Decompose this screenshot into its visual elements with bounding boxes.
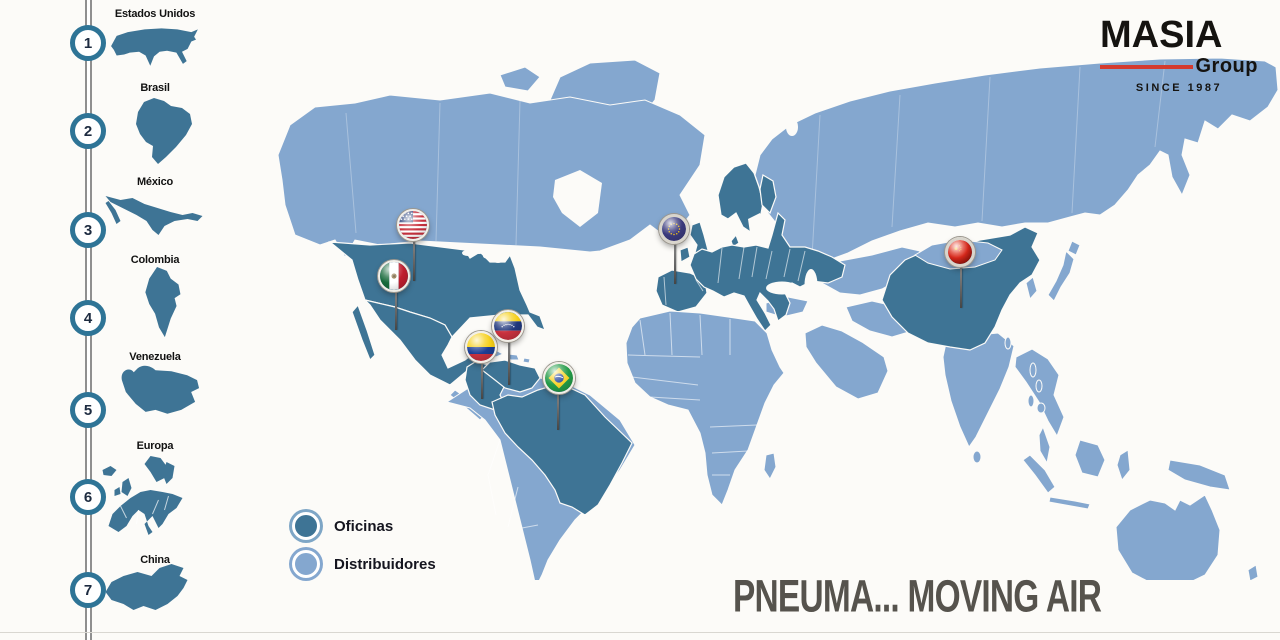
pin-stick-eu <box>674 243 676 284</box>
sidebar-label-colombia: Colombia <box>130 254 180 266</box>
sidebar-label-brasil: Brasil <box>140 82 170 94</box>
step-circle-4: 4 <box>70 300 106 336</box>
map-pin-china <box>945 237 975 267</box>
step-circle-7: 7 <box>70 572 106 608</box>
venezuela-silhouette <box>121 365 200 414</box>
map-pin-colombia <box>465 331 497 363</box>
world-map <box>277 57 1279 580</box>
legend-label-distribuidores: Distribuidores <box>334 555 436 573</box>
step-number: 5 <box>83 401 93 419</box>
step-number: 7 <box>83 581 93 599</box>
step-circle-2: 2 <box>70 113 106 149</box>
map-pin-venezuela <box>492 310 524 342</box>
usa-flag-icon <box>399 211 427 239</box>
legend-item-distribuidores: Distribuidores <box>292 550 436 578</box>
pin-stick-mexico <box>395 290 397 330</box>
brazil-silhouette <box>136 98 192 164</box>
logo-since-text: SINCE 1987 <box>1135 82 1223 94</box>
map-pin-mexico <box>378 260 410 292</box>
logo-brand-text: MASIA <box>1100 14 1223 56</box>
legend-item-oficinas: Oficinas <box>292 512 393 540</box>
logo-group-text: Group <box>1195 55 1258 77</box>
step-number: 4 <box>83 309 93 327</box>
mexico-flag-icon <box>380 262 408 290</box>
sidebar-label-estados-unidos: Estados Unidos <box>114 8 196 20</box>
step-circle-1: 1 <box>70 25 106 61</box>
map-pin-brasil <box>543 362 575 394</box>
logo-red-line <box>1100 64 1193 69</box>
step-circle-6: 6 <box>70 479 106 515</box>
sidebar-label-mexico: México <box>136 176 174 188</box>
colombia-silhouette <box>145 266 181 338</box>
colombia-flag-icon <box>467 333 495 361</box>
europe-silhouette <box>102 456 183 535</box>
usa-silhouette <box>111 28 198 66</box>
sidebar-label-china: China <box>140 554 170 566</box>
eu-flag-icon <box>662 217 686 241</box>
bottom-divider <box>0 632 1280 633</box>
map-pin-estados-unidos <box>397 209 429 241</box>
china-silhouette <box>105 564 188 610</box>
step-circle-3: 3 <box>70 212 106 248</box>
brazil-flag-icon <box>545 364 573 392</box>
distributor-swatch-icon <box>292 550 320 578</box>
pin-stick-venezuela <box>508 340 510 385</box>
sidebar-label-europa: Europa <box>136 440 174 452</box>
china-flag-icon <box>948 240 972 264</box>
step-number: 2 <box>83 122 93 140</box>
mexico-silhouette <box>105 196 203 235</box>
step-number: 3 <box>83 221 93 239</box>
step-number: 1 <box>83 34 93 52</box>
pin-stick-china <box>960 266 962 308</box>
pin-stick-colombia <box>481 361 483 399</box>
venezuela-flag-icon <box>494 312 522 340</box>
legend-label-oficinas: Oficinas <box>334 517 394 535</box>
masia-group-logo: MASIA Group SINCE 1987 <box>1100 16 1258 94</box>
step-number: 6 <box>83 488 93 506</box>
pin-stick-brazil <box>557 392 559 430</box>
sidebar-label-venezuela: Venezuela <box>129 351 181 363</box>
pin-stick-usa <box>413 239 415 281</box>
step-circle-5: 5 <box>70 392 106 428</box>
tagline-text: PNEUMA... MOVING AIR <box>733 571 1102 622</box>
map-pin-europa <box>659 214 689 244</box>
office-swatch-icon <box>292 512 320 540</box>
